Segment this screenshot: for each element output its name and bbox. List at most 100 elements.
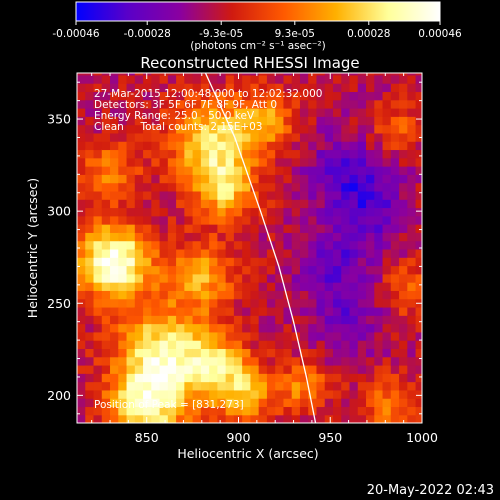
- heatmap-cell: [101, 149, 111, 159]
- heatmap-cell: [291, 306, 301, 316]
- heatmap-cell: [266, 257, 276, 267]
- heatmap-cell: [390, 99, 400, 109]
- heatmap-cell: [399, 389, 408, 399]
- heatmap-cell: [308, 273, 318, 283]
- heatmap-cell: [275, 182, 285, 192]
- heatmap-cell: [85, 132, 95, 142]
- heatmap-cell: [93, 306, 103, 316]
- heatmap-cell: [85, 215, 95, 225]
- heatmap-cell: [324, 298, 334, 308]
- heatmap-cell: [366, 282, 375, 291]
- heatmap-cell: [399, 298, 408, 308]
- heatmap-cell: [382, 389, 392, 399]
- heatmap-cell: [225, 215, 235, 225]
- heatmap-cell: [126, 224, 136, 233]
- colorbar: -0.00046 -0.00028 -9.3e-05 9.3e-05 0.00028 0.…: [52, 1, 462, 52]
- heatmap-cell: [407, 290, 417, 300]
- heatmap-cell: [324, 141, 334, 151]
- heatmap-cell: [366, 166, 375, 175]
- heatmap-cell: [258, 373, 268, 383]
- heatmap-cell: [134, 265, 144, 275]
- heatmap-cell: [266, 348, 276, 358]
- heatmap-cell: [118, 149, 128, 159]
- heatmap-cell: [93, 340, 103, 349]
- heatmap-cell: [382, 224, 392, 233]
- heatmap-cell: [85, 124, 95, 134]
- heatmap-cell: [250, 207, 260, 217]
- heatmap-cell: [308, 74, 318, 84]
- heatmap-cell: [266, 182, 276, 192]
- heatmap-cell: [399, 340, 408, 349]
- heatmap-cell: [126, 190, 136, 200]
- heatmap-cell: [291, 356, 301, 366]
- heatmap-cell: [283, 149, 293, 159]
- heatmap-cell: [225, 414, 235, 423]
- heatmap-cell: [399, 132, 408, 142]
- heatmap-cell: [200, 340, 210, 349]
- heatmap-cell: [167, 340, 177, 349]
- heatmap-cell: [225, 265, 235, 275]
- heatmap-cell: [258, 199, 268, 209]
- heatmap-cell: [233, 182, 243, 192]
- heatmap-cell: [258, 406, 268, 416]
- heatmap-cell: [374, 290, 384, 300]
- heatmap-cell: [143, 132, 152, 142]
- heatmap-cell: [308, 315, 318, 325]
- heatmap-cell: [159, 108, 169, 117]
- heatmap-cell: [101, 364, 111, 374]
- heatmap-cell: [200, 331, 210, 341]
- heatmap-cell: [126, 340, 136, 349]
- heatmap-cell: [250, 108, 260, 117]
- heatmap-cell: [217, 414, 227, 423]
- heatmap-cell: [167, 91, 177, 101]
- heatmap-cell: [299, 282, 309, 291]
- heatmap-cell: [341, 406, 351, 416]
- heatmap-cell: [159, 381, 169, 391]
- heatmap-cell: [233, 149, 243, 159]
- heatmap-cell: [291, 406, 301, 416]
- heatmap-cell: [176, 166, 185, 175]
- heatmap-cell: [192, 83, 202, 93]
- heatmap-cell: [242, 99, 252, 109]
- heatmap-cell: [184, 132, 194, 142]
- heatmap-cell: [275, 199, 285, 209]
- heatmap-cell: [316, 414, 326, 423]
- heatmap-cell: [316, 166, 326, 175]
- heatmap-cell: [283, 91, 293, 101]
- heatmap-cell: [151, 215, 161, 225]
- heatmap-cell: [250, 240, 260, 250]
- heatmap-cell: [126, 348, 136, 358]
- heatmap-cell: [399, 315, 408, 325]
- heatmap-cell: [110, 373, 119, 383]
- heatmap-cell: [118, 174, 128, 184]
- heatmap-cell: [159, 83, 169, 93]
- heatmap-cell: [415, 364, 422, 374]
- heatmap-cell: [134, 290, 144, 300]
- heatmap-cell: [225, 315, 235, 325]
- heatmap-cell: [407, 265, 417, 275]
- heatmap-cell: [415, 398, 422, 408]
- heatmap-cell: [275, 108, 285, 117]
- heatmap-cell: [250, 389, 260, 399]
- heatmap-cell: [85, 364, 95, 374]
- heatmap-cell: [167, 232, 177, 242]
- heatmap-cell: [176, 240, 185, 250]
- heatmap-cell: [167, 373, 177, 383]
- heatmap-cell: [283, 74, 293, 84]
- heatmap-cell: [399, 257, 408, 267]
- heatmap-cell: [341, 224, 351, 233]
- heatmap-cell: [407, 108, 417, 117]
- heatmap-cell: [283, 248, 293, 258]
- heatmap-cell: [275, 132, 285, 142]
- heatmap-cell: [225, 340, 235, 349]
- heatmap-cell: [258, 265, 268, 275]
- heatmap-cell: [217, 141, 227, 151]
- heatmap-cell: [77, 99, 86, 109]
- heatmap-cell: [184, 232, 194, 242]
- heatmap-cell: [299, 99, 309, 109]
- heatmap-cell: [159, 199, 169, 209]
- heatmap-cell: [93, 282, 103, 291]
- heatmap-cell: [390, 199, 400, 209]
- heatmap-cell: [366, 315, 375, 325]
- heatmap-cell: [374, 282, 384, 291]
